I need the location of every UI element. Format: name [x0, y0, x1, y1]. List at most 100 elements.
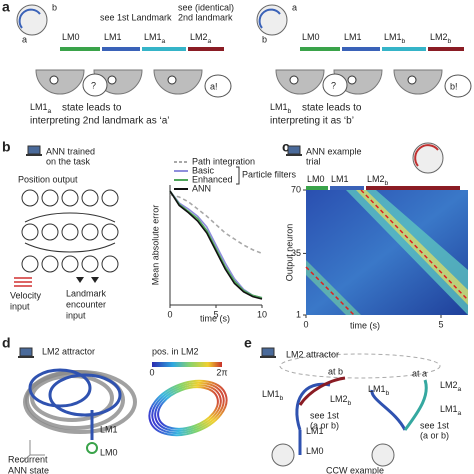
- laptop-icon: [27, 145, 41, 155]
- label-base: LM1: [440, 404, 458, 414]
- label-base: LM0: [302, 32, 320, 42]
- label-base: LM2: [190, 32, 208, 42]
- label-base: LM1: [331, 174, 349, 184]
- recurrent-arrow: [24, 212, 116, 223]
- arena-icon: [371, 443, 395, 467]
- x-tick-label: 5: [438, 319, 443, 329]
- bubble-text: ?: [331, 80, 336, 90]
- neuron: [21, 189, 39, 207]
- label-sub: a: [162, 38, 166, 45]
- lm0-trace: [86, 442, 98, 454]
- label-base: LM2: [440, 380, 458, 390]
- track-label: LM1b: [384, 32, 406, 44]
- attractor-ring: [148, 379, 228, 437]
- panel-label: d: [2, 335, 11, 351]
- annotation: input: [66, 310, 86, 320]
- panel-label: c: [282, 139, 290, 155]
- marker-label: b: [52, 2, 57, 12]
- attractor-outline: [279, 353, 441, 379]
- attractor-ring: [157, 386, 219, 430]
- label-sub: a: [208, 38, 212, 45]
- neuron: [101, 189, 119, 207]
- track-segment: [188, 47, 224, 51]
- track-segment: [366, 186, 460, 190]
- x-tick-label: 10: [257, 309, 267, 319]
- annotation: ANN trained: [46, 146, 95, 156]
- landmark-dot: [49, 75, 59, 85]
- annotation: pos. in LM2: [152, 346, 199, 356]
- laptop-icon: [26, 154, 42, 156]
- legend-bracket: [236, 166, 240, 185]
- label-sub: b: [288, 108, 292, 115]
- neuron: [41, 255, 59, 273]
- label-base: LM1: [306, 426, 324, 436]
- colorbar: [152, 362, 222, 367]
- annotation: on the task: [46, 156, 91, 166]
- label-sub: a: [458, 386, 462, 393]
- x-axis-label: time (s): [200, 313, 230, 323]
- annotation: (a or b): [420, 430, 449, 440]
- track-segment: [300, 47, 340, 51]
- label-sub: b: [402, 38, 406, 45]
- laptop-icon: [260, 356, 276, 358]
- track-label: LM1: [344, 32, 362, 42]
- track-segment: [428, 47, 464, 51]
- arena-hemisphere: [275, 69, 325, 95]
- label-base: LM2: [367, 174, 385, 184]
- track-segment: [382, 47, 426, 51]
- neuron: [21, 223, 39, 241]
- thought-bubble: [444, 74, 472, 98]
- state-label: LM1b: [262, 389, 284, 401]
- track-label: LM2a: [190, 32, 212, 44]
- x-tick-label: 0: [303, 319, 308, 329]
- annotation: 2nd landmark: [178, 12, 233, 22]
- track-label: LM2b: [430, 32, 452, 44]
- track-segment: [102, 47, 140, 51]
- x-axis-label: time (s): [350, 320, 380, 330]
- landmark-dot: [407, 75, 417, 85]
- label-base: LM1: [368, 384, 386, 394]
- attractor-loop: [48, 373, 122, 417]
- annotation: see (identical): [178, 2, 234, 12]
- label-base: LM0: [307, 174, 325, 184]
- neuron: [81, 189, 99, 207]
- y-tick-label: 1: [296, 309, 301, 319]
- state-label: LM1: [100, 424, 118, 434]
- laptop-icon: [286, 154, 302, 156]
- label-sub: b: [385, 180, 389, 187]
- attractor-ring: [151, 381, 225, 435]
- y-axis-label: Mean absolute error: [150, 205, 160, 286]
- legend-label: ANN: [192, 183, 211, 193]
- annotation: trial: [306, 156, 321, 166]
- heatmap-band: [346, 190, 468, 315]
- colorbar-tick: 0: [149, 367, 154, 377]
- legend-label: Enhanced: [192, 174, 233, 184]
- bubble-text: b!: [450, 81, 458, 91]
- arena-icon: [412, 142, 444, 174]
- marker-label: a: [292, 2, 297, 12]
- landmark-dot: [107, 75, 117, 85]
- series-line: [169, 193, 263, 255]
- landmark-arrow: [76, 277, 84, 283]
- state-label: LM0: [306, 446, 324, 456]
- label-sub: b: [280, 395, 284, 402]
- state-label: LM2b: [330, 394, 352, 406]
- caption: state leads to: [62, 103, 122, 114]
- state-label: LM0: [100, 447, 118, 457]
- panel-label: e: [244, 335, 252, 351]
- heatmap-band: [306, 260, 361, 315]
- panel-label: b: [2, 139, 11, 155]
- track-segment: [342, 47, 380, 51]
- label-base: LM1: [30, 102, 48, 112]
- recurrent-arrow: [24, 242, 116, 253]
- neuron: [61, 255, 79, 273]
- neuron: [21, 255, 39, 273]
- track-label: LM0: [62, 32, 80, 42]
- label-base: LM0: [306, 446, 324, 456]
- caption: interpreting 2nd landmark as ‘a’: [30, 116, 170, 127]
- thought-bubble: [82, 73, 108, 97]
- annotation: ANN example: [306, 146, 362, 156]
- track-segment: [142, 47, 186, 51]
- annotation: Velocity: [10, 290, 42, 300]
